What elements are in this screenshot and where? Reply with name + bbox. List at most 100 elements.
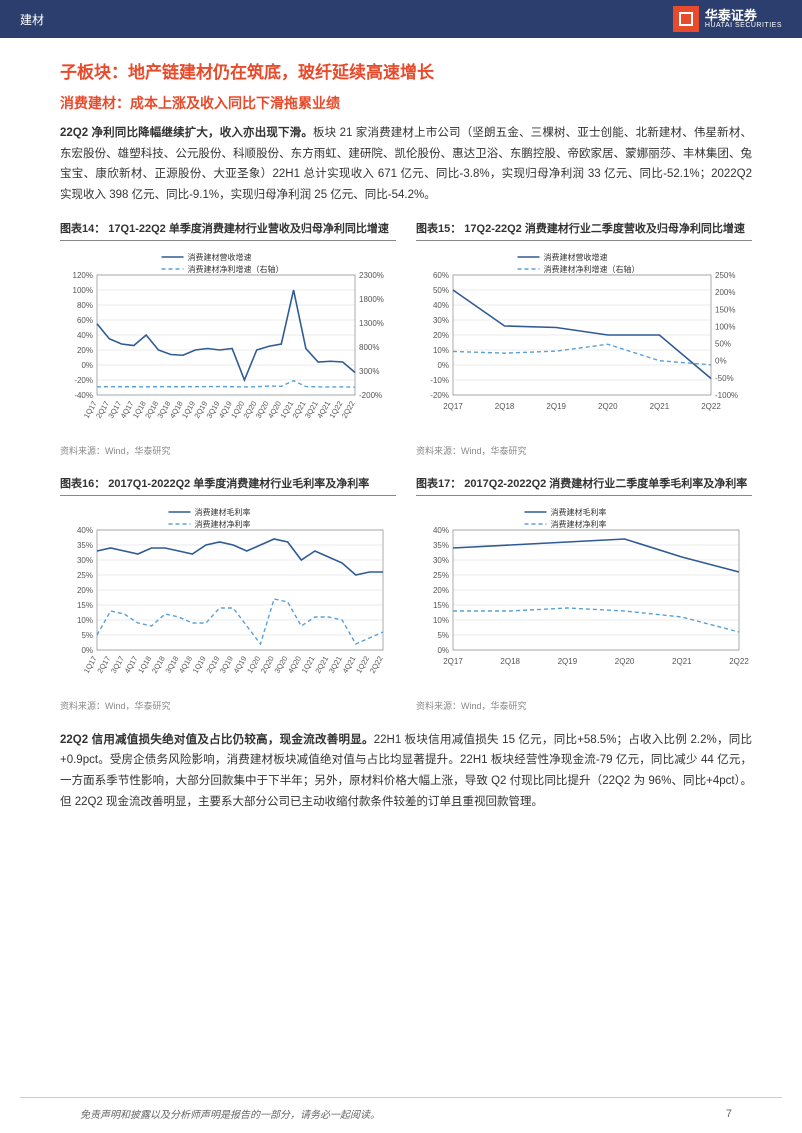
svg-text:1800%: 1800%: [359, 295, 384, 304]
chart-17-title: 图表17： 2017Q2-2022Q2 消费建材行业二季度单季毛利率及净利率: [416, 475, 752, 496]
svg-text:2Q22: 2Q22: [368, 654, 385, 674]
page-content: 子板块：地产链建材仍在筑底，玻纤延续高速增长 消费建材：成本上涨及收入同比下滑拖…: [0, 38, 802, 813]
section-title: 子板块：地产链建材仍在筑底，玻纤延续高速增长: [60, 58, 752, 83]
header-brand: 华泰证券 HUATAI SECURITIES: [673, 6, 782, 32]
svg-text:30%: 30%: [433, 556, 449, 565]
svg-text:2Q17: 2Q17: [443, 402, 463, 411]
svg-text:60%: 60%: [77, 316, 93, 325]
svg-text:消费建材营收增速: 消费建材营收增速: [544, 252, 608, 262]
svg-text:40%: 40%: [433, 526, 449, 535]
chart-14: 图表14： 17Q1-22Q2 单季度消费建材行业营收及归母净利同比增速 -40…: [60, 220, 396, 469]
brand-name: 华泰证券: [705, 9, 782, 22]
svg-text:30%: 30%: [433, 316, 449, 325]
chart-17-source: 资料来源：Wind，华泰研究: [416, 699, 752, 712]
paragraph-1: 22Q2 净利同比降幅继续扩大，收入亦出现下滑。板块 21 家消费建材上市公司（…: [60, 123, 752, 206]
svg-text:-50%: -50%: [715, 374, 734, 383]
footer-disclaimer: 免责声明和披露以及分析师声明是报告的一部分，请务必一起阅读。: [80, 1106, 380, 1121]
svg-text:消费建材净利率: 消费建材净利率: [551, 519, 607, 529]
para1-lead: 22Q2 净利同比降幅继续扩大，收入亦出现下滑。: [60, 127, 313, 139]
chart-15-title: 图表15： 17Q2-22Q2 消费建材行业二季度营收及归母净利同比增速: [416, 220, 752, 241]
svg-text:35%: 35%: [77, 541, 93, 550]
svg-text:0%: 0%: [437, 361, 449, 370]
svg-text:120%: 120%: [73, 271, 93, 280]
svg-text:消费建材毛利率: 消费建材毛利率: [551, 507, 607, 517]
header-category: 建材: [20, 11, 44, 28]
svg-text:-20%: -20%: [430, 391, 449, 400]
svg-text:150%: 150%: [715, 305, 735, 314]
svg-text:消费建材净利增速（右轴）: 消费建材净利增速（右轴）: [188, 264, 284, 274]
svg-text:2Q21: 2Q21: [650, 402, 670, 411]
svg-text:100%: 100%: [73, 286, 93, 295]
page-footer: 免责声明和披露以及分析师声明是报告的一部分，请务必一起阅读。 7: [20, 1097, 782, 1121]
svg-text:20%: 20%: [433, 331, 449, 340]
chart-14-source: 资料来源：Wind，华泰研究: [60, 444, 396, 457]
svg-text:20%: 20%: [77, 586, 93, 595]
svg-text:30%: 30%: [77, 556, 93, 565]
logo-icon: [673, 6, 699, 32]
svg-text:25%: 25%: [77, 571, 93, 580]
svg-text:5%: 5%: [437, 631, 449, 640]
svg-text:消费建材毛利率: 消费建材毛利率: [195, 507, 251, 517]
svg-text:40%: 40%: [77, 526, 93, 535]
svg-text:40%: 40%: [77, 331, 93, 340]
svg-text:10%: 10%: [433, 616, 449, 625]
svg-text:80%: 80%: [77, 301, 93, 310]
chart-14-title: 图表14： 17Q1-22Q2 单季度消费建材行业营收及归母净利同比增速: [60, 220, 396, 241]
svg-text:2Q19: 2Q19: [546, 402, 566, 411]
svg-text:20%: 20%: [77, 346, 93, 355]
svg-text:消费建材净利率: 消费建材净利率: [195, 519, 251, 529]
svg-text:300%: 300%: [359, 367, 379, 376]
svg-text:40%: 40%: [433, 301, 449, 310]
report-header: 建材 华泰证券 HUATAI SECURITIES: [0, 0, 802, 38]
svg-text:15%: 15%: [433, 601, 449, 610]
chart-15-svg: -20% -10% 0% 10% 20% 30% 40% 50% 60% -100% -50% 0% 5…: [416, 247, 752, 437]
svg-text:2Q18: 2Q18: [500, 657, 520, 666]
paragraph-2: 22Q2 信用减值损失绝对值及占比仍较高，现金流改善明显。22H1 板块信用减值…: [60, 730, 752, 813]
svg-text:50%: 50%: [715, 339, 731, 348]
svg-text:2Q21: 2Q21: [672, 657, 692, 666]
svg-text:100%: 100%: [715, 322, 735, 331]
svg-text:-10%: -10%: [430, 376, 449, 385]
svg-text:-40%: -40%: [74, 391, 93, 400]
subsection-title: 消费建材：成本上涨及收入同比下滑拖累业绩: [60, 93, 752, 113]
svg-text:60%: 60%: [433, 271, 449, 280]
svg-text:25%: 25%: [433, 571, 449, 580]
svg-text:2Q17: 2Q17: [443, 657, 463, 666]
chart-15-source: 资料来源：Wind，华泰研究: [416, 444, 752, 457]
chart-17-svg: 0%5%10%15%20%25%30%35%40%2Q172Q182Q192Q2…: [416, 502, 752, 692]
svg-text:10%: 10%: [77, 616, 93, 625]
footer-page-number: 7: [726, 1108, 732, 1120]
chart-15: 图表15： 17Q2-22Q2 消费建材行业二季度营收及归母净利同比增速 -20…: [416, 220, 752, 469]
svg-text:50%: 50%: [433, 286, 449, 295]
svg-text:20%: 20%: [433, 586, 449, 595]
chart-16: 图表16： 2017Q1-2022Q2 单季度消费建材行业毛利率及净利率 0% 5…: [60, 475, 396, 724]
chart-16-source: 资料来源：Wind，华泰研究: [60, 699, 396, 712]
svg-text:2300%: 2300%: [359, 271, 384, 280]
svg-text:2Q22: 2Q22: [729, 657, 749, 666]
svg-text:2Q18: 2Q18: [495, 402, 515, 411]
svg-text:250%: 250%: [715, 271, 735, 280]
chart-16-title: 图表16： 2017Q1-2022Q2 单季度消费建材行业毛利率及净利率: [60, 475, 396, 496]
chart-14-svg: -40%-20%0%20%40%60%80%100%120%-200%300%8…: [60, 247, 396, 437]
svg-text:10%: 10%: [433, 346, 449, 355]
svg-text:35%: 35%: [433, 541, 449, 550]
svg-text:0%: 0%: [81, 646, 93, 655]
svg-text:-100%: -100%: [715, 391, 738, 400]
svg-text:-20%: -20%: [74, 376, 93, 385]
svg-text:0%: 0%: [437, 646, 449, 655]
svg-text:1300%: 1300%: [359, 319, 384, 328]
para2-lead: 22Q2 信用减值损失绝对值及占比仍较高，现金流改善明显。: [60, 734, 374, 746]
svg-text:2Q20: 2Q20: [615, 657, 635, 666]
chart-17: 图表17： 2017Q2-2022Q2 消费建材行业二季度单季毛利率及净利率 0…: [416, 475, 752, 724]
svg-text:0%: 0%: [715, 356, 727, 365]
svg-text:5%: 5%: [81, 631, 93, 640]
svg-text:200%: 200%: [715, 288, 735, 297]
svg-text:消费建材净利增速（右轴）: 消费建材净利增速（右轴）: [544, 264, 640, 274]
svg-text:消费建材营收增速: 消费建材营收增速: [188, 252, 252, 262]
brand-name-en: HUATAI SECURITIES: [705, 22, 782, 29]
svg-text:0%: 0%: [81, 361, 93, 370]
svg-text:2Q20: 2Q20: [598, 402, 618, 411]
svg-text:15%: 15%: [77, 601, 93, 610]
svg-text:2Q22: 2Q22: [340, 399, 357, 419]
svg-text:800%: 800%: [359, 343, 379, 352]
